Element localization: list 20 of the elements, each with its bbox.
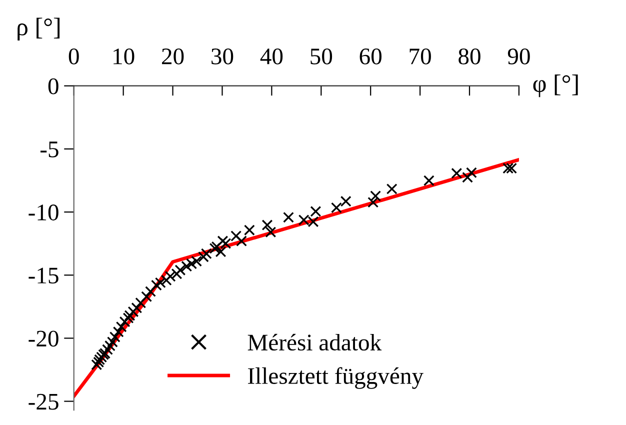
x-tick-label: 90 [508,48,530,64]
x-tick-label: 0 [68,48,79,64]
x-tick-label: 80 [458,48,480,64]
x-tick-label: 30 [212,48,234,64]
y-tick-label: 0 [48,78,58,94]
x-tick-label: 50 [310,48,332,64]
legend-label: Mérési adatok [248,334,382,351]
y-axis-title: ρ [°] [18,18,60,40]
x-axis-title: φ [°] [533,74,578,98]
y-tick-label: -15 [28,268,58,284]
x-tick-label: 10 [114,48,134,64]
x-tick-label: 20 [162,48,184,64]
y-tick-label: -5 [40,142,58,158]
y-tick-label: -25 [28,394,58,410]
x-tick-label: 60 [360,48,382,64]
x-tick-label: 40 [260,48,283,64]
legend-label: Illesztett függvény [248,367,424,389]
y-tick-label: -20 [28,330,58,347]
x-tick-label: 70 [410,48,431,64]
y-tick-label: -10 [28,204,58,220]
